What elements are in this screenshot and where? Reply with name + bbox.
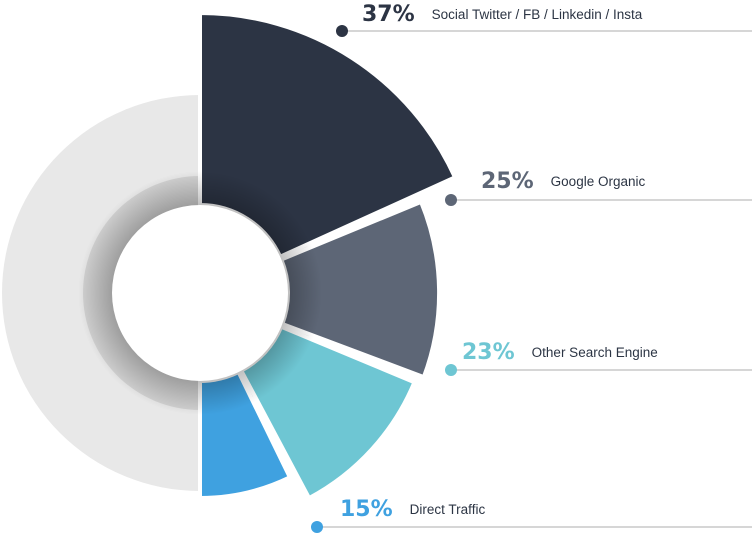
legend-dot <box>311 521 323 533</box>
legend-dot <box>336 25 348 37</box>
legend-percent: 23% <box>462 340 515 365</box>
center-hole <box>112 205 288 381</box>
legend-dot <box>445 364 457 376</box>
legend-label: Google Organic <box>551 174 646 189</box>
legend-label: Other Search Engine <box>532 345 658 360</box>
legend-entry-3: 23% Other Search Engine <box>445 340 752 376</box>
legend-percent: 15% <box>340 497 393 522</box>
legend-label: Social Twitter / FB / Linkedin / Insta <box>432 7 643 22</box>
legend-entry-2: 25% Google Organic <box>445 169 752 206</box>
legend-entry-4: 15% Direct Traffic <box>311 497 752 533</box>
legend-percent: 25% <box>481 169 534 194</box>
legend-percent: 37% <box>362 2 415 27</box>
legend-entry-1: 37% Social Twitter / FB / Linkedin / Inst… <box>336 2 752 37</box>
legend-label: Direct Traffic <box>410 502 486 517</box>
legend-dot <box>445 194 457 206</box>
